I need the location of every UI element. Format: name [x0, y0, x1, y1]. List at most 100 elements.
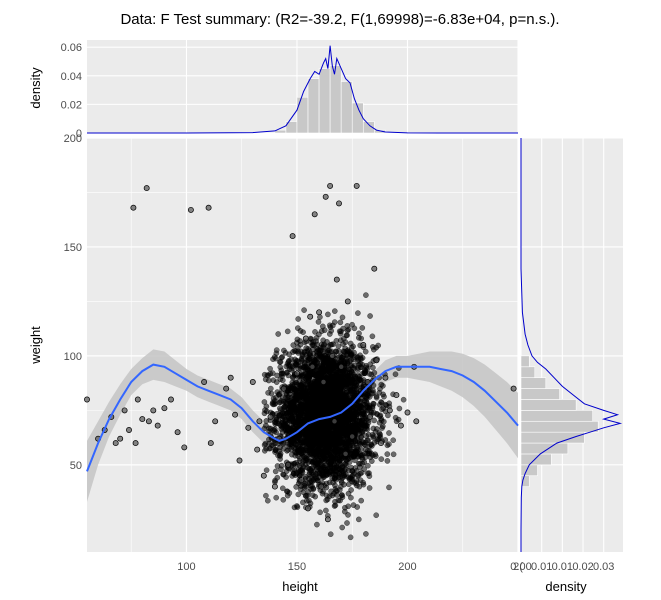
data-point: [256, 418, 263, 425]
data-point: [286, 411, 293, 417]
data-point: [353, 389, 359, 395]
data-point: [331, 490, 337, 497]
data-point: [294, 370, 300, 377]
data-point: [263, 492, 269, 499]
right-density-panel: 0.00 0.01 0.01 0.02 0.03 density: [510, 137, 623, 594]
histogram-bar: [520, 442, 569, 455]
data-point: [305, 465, 312, 472]
data-point: [296, 431, 303, 437]
data-point: [317, 314, 323, 320]
data-point: [373, 512, 380, 519]
data-point: [350, 502, 357, 508]
data-point: [293, 358, 300, 364]
data-point: [263, 403, 270, 410]
data-point: [337, 421, 344, 428]
data-point: [351, 470, 357, 476]
data-point: [277, 358, 284, 365]
data-point: [316, 451, 323, 458]
data-point: [396, 405, 403, 412]
data-point: [325, 423, 332, 430]
data-point: [145, 418, 152, 425]
data-point: [323, 492, 330, 499]
data-point: [386, 484, 392, 491]
data-point: [280, 496, 287, 503]
data-point: [280, 471, 287, 478]
data-point: [331, 418, 338, 425]
data-point: [314, 371, 321, 377]
data-point: [295, 348, 301, 355]
data-point: [300, 329, 306, 336]
data-point: [287, 397, 294, 404]
right-panel-background: [521, 138, 623, 552]
data-point: [300, 364, 307, 371]
data-point: [299, 356, 305, 363]
data-point: [324, 339, 330, 345]
main-scatter-panel: 100 150 200 2( 50 100 150 200 height weight: [28, 133, 523, 594]
data-point: [367, 361, 374, 368]
data-point: [312, 329, 318, 335]
data-point: [386, 441, 392, 448]
data-point: [329, 352, 336, 359]
data-point: [301, 307, 307, 313]
data-point: [338, 374, 345, 380]
data-point: [309, 431, 315, 438]
data-point: [298, 373, 305, 380]
data-point: [339, 463, 346, 470]
data-point: [297, 439, 304, 446]
data-point: [236, 457, 243, 464]
data-point: [370, 390, 377, 396]
data-point: [393, 392, 400, 399]
data-point: [291, 386, 298, 393]
data-point: [279, 373, 285, 380]
top-y-tick-label: 0.02: [61, 99, 82, 111]
data-point: [291, 504, 298, 511]
data-point: [330, 373, 337, 380]
data-point: [279, 354, 286, 360]
data-point: [292, 472, 299, 478]
data-point: [322, 468, 329, 475]
data-point: [130, 204, 137, 211]
data-point: [369, 333, 376, 340]
data-point: [316, 309, 323, 316]
data-point: [282, 417, 289, 423]
data-point: [286, 391, 293, 397]
data-point: [313, 404, 319, 411]
data-point: [273, 429, 279, 436]
data-point: [359, 325, 366, 331]
data-point: [290, 418, 296, 424]
right-density-line: [520, 138, 623, 552]
data-point: [325, 311, 331, 318]
data-point: [187, 206, 194, 213]
data-point: [280, 385, 287, 392]
histogram-bar: [520, 420, 599, 433]
data-point: [271, 483, 278, 490]
data-point: [327, 468, 334, 475]
data-point: [279, 409, 286, 415]
data-point: [304, 381, 311, 387]
histogram-bar: [318, 68, 331, 134]
data-point: [150, 407, 157, 414]
data-point: [201, 379, 208, 385]
data-point: [313, 334, 320, 341]
data-point: [294, 325, 301, 331]
chart-title: Data: F Test summary: (R2=-39.2, F(1,699…: [120, 11, 559, 28]
data-point: [294, 381, 300, 388]
data-point: [373, 394, 380, 401]
data-point: [327, 531, 334, 538]
data-point: [325, 393, 331, 400]
data-point: [348, 487, 354, 493]
data-point: [363, 531, 369, 537]
data-point: [358, 497, 365, 504]
data-point: [353, 450, 360, 457]
data-point: [355, 310, 361, 316]
data-point: [316, 397, 323, 403]
data-point: [324, 516, 331, 523]
data-point: [348, 408, 354, 415]
data-point: [299, 383, 306, 390]
data-point: [335, 393, 341, 400]
right-x-tick-label: 0.01: [531, 561, 552, 573]
data-point: [334, 407, 340, 414]
data-point: [297, 455, 303, 462]
data-point: [366, 450, 372, 457]
